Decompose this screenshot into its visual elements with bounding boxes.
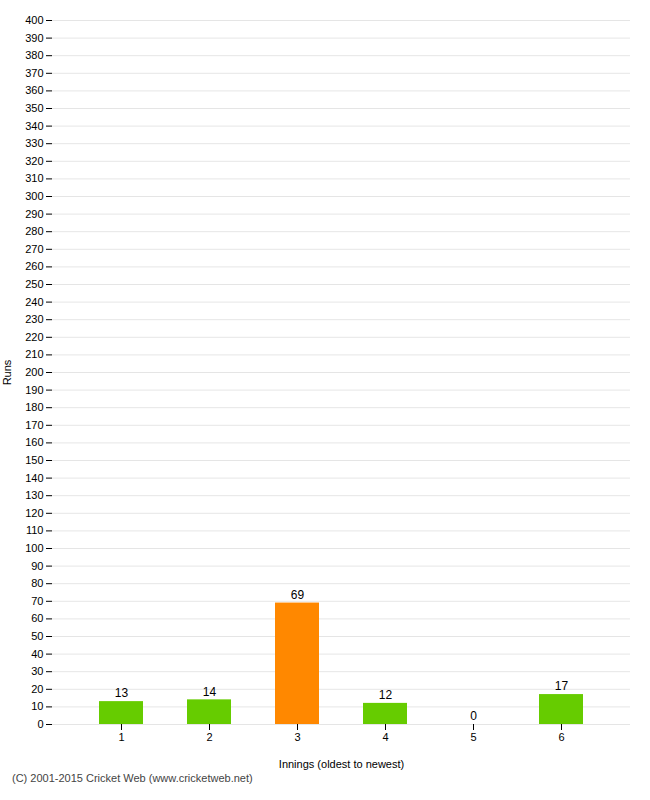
svg-text:150: 150 <box>25 454 43 466</box>
svg-text:2: 2 <box>206 731 212 743</box>
svg-text:140: 140 <box>25 472 43 484</box>
svg-text:180: 180 <box>25 401 43 413</box>
svg-text:30: 30 <box>31 665 43 677</box>
svg-text:120: 120 <box>25 507 43 519</box>
svg-text:Innings (oldest to newest): Innings (oldest to newest) <box>279 758 404 770</box>
svg-text:50: 50 <box>31 630 43 642</box>
svg-text:4: 4 <box>382 731 388 743</box>
svg-text:270: 270 <box>25 243 43 255</box>
svg-text:130: 130 <box>25 489 43 501</box>
svg-text:310: 310 <box>25 172 43 184</box>
svg-text:12: 12 <box>379 688 393 702</box>
svg-text:300: 300 <box>25 190 43 202</box>
svg-text:240: 240 <box>25 296 43 308</box>
svg-text:20: 20 <box>31 683 43 695</box>
svg-text:10: 10 <box>31 700 43 712</box>
svg-text:330: 330 <box>25 137 43 149</box>
svg-text:110: 110 <box>26 524 44 536</box>
svg-text:340: 340 <box>25 120 43 132</box>
svg-text:230: 230 <box>25 313 43 325</box>
svg-text:210: 210 <box>25 348 43 360</box>
svg-text:3: 3 <box>294 731 300 743</box>
svg-text:1: 1 <box>118 731 124 743</box>
svg-text:320: 320 <box>25 155 43 167</box>
svg-text:170: 170 <box>25 419 43 431</box>
svg-text:160: 160 <box>25 436 43 448</box>
svg-text:250: 250 <box>25 278 43 290</box>
svg-text:Runs: Runs <box>1 359 13 385</box>
svg-text:360: 360 <box>25 84 43 96</box>
svg-text:400: 400 <box>25 14 43 26</box>
svg-text:40: 40 <box>31 648 43 660</box>
svg-text:6: 6 <box>558 731 564 743</box>
svg-text:260: 260 <box>25 260 43 272</box>
svg-text:69: 69 <box>291 588 305 602</box>
svg-text:5: 5 <box>470 731 476 743</box>
svg-text:370: 370 <box>25 67 43 79</box>
svg-text:220: 220 <box>25 331 43 343</box>
svg-text:14: 14 <box>203 685 217 699</box>
svg-text:350: 350 <box>25 102 43 114</box>
svg-text:17: 17 <box>555 679 569 693</box>
svg-text:290: 290 <box>25 208 43 220</box>
svg-text:0: 0 <box>470 709 477 723</box>
svg-text:190: 190 <box>25 384 43 396</box>
svg-text:60: 60 <box>31 612 43 624</box>
svg-text:380: 380 <box>25 49 43 61</box>
svg-text:390: 390 <box>25 32 43 44</box>
svg-text:70: 70 <box>31 595 43 607</box>
svg-text:13: 13 <box>115 686 129 700</box>
svg-text:90: 90 <box>31 560 43 572</box>
svg-text:100: 100 <box>25 542 43 554</box>
svg-text:80: 80 <box>31 577 43 589</box>
svg-text:200: 200 <box>25 366 43 378</box>
svg-text:280: 280 <box>25 225 43 237</box>
svg-text:0: 0 <box>37 718 43 730</box>
html-text:(C) 2001-2015 Cricket Web (www: (C) 2001-2015 Cricket Web (www.cricketwe… <box>12 772 253 784</box>
